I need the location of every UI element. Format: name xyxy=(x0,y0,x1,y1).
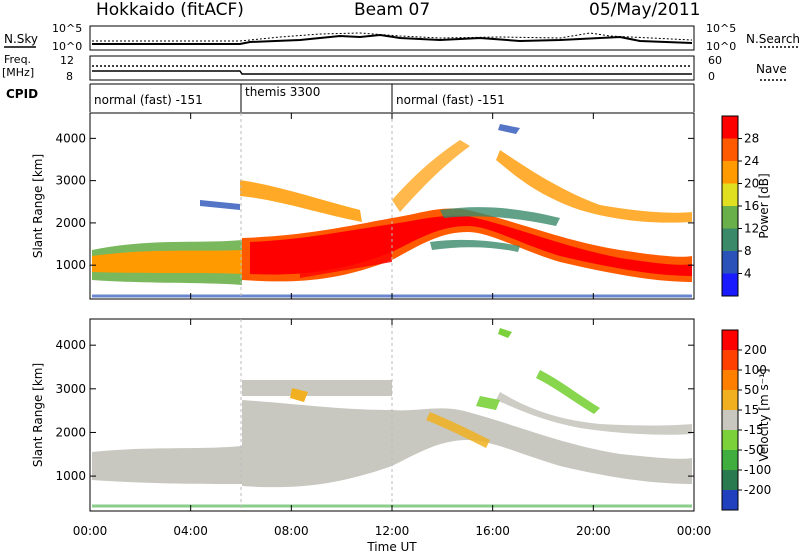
colorbar-tick-label: 20 xyxy=(744,177,759,191)
colorbar-swatch xyxy=(722,251,738,274)
colorbar-tick-label: -100 xyxy=(744,463,771,477)
cpid-segment-1: normal (fast) -151 xyxy=(94,93,203,107)
colorbar-frame xyxy=(721,329,739,511)
colorbar-swatch xyxy=(722,138,738,161)
cpid-segment-3: normal (fast) -151 xyxy=(396,93,505,107)
freq-unit: [MHz] xyxy=(2,66,34,79)
colorbar-tick-label: 50 xyxy=(744,383,759,397)
y-tick-label: 2000 xyxy=(55,216,86,230)
power-y-axis: 1000 2000 3000 4000 xyxy=(55,113,694,299)
colorbar-tick-label: 28 xyxy=(744,132,759,146)
radar-title: Hokkaido (fitACF) xyxy=(96,0,244,20)
colorbar-swatch xyxy=(722,430,738,450)
colorbar-tick-label: -50 xyxy=(744,443,764,457)
beam-title: Beam 07 xyxy=(354,0,430,20)
freq-tick-low: 8 xyxy=(66,70,73,83)
colorbar-swatch xyxy=(722,350,738,370)
colorbar-swatch xyxy=(722,390,738,410)
colorbar-swatch xyxy=(722,370,738,390)
cpid-segment-2: themis 3300 xyxy=(245,85,320,99)
x-tick-label: 12:00 xyxy=(375,524,410,538)
nsearch-label: N.Search xyxy=(746,32,800,46)
nsky-tick-low: 10^0 xyxy=(52,40,82,53)
x-tick-label: 08:00 xyxy=(274,524,309,538)
colorbar-swatch xyxy=(722,490,738,510)
y-tick-label: 4000 xyxy=(55,338,86,352)
colorbar-tick-label: 200 xyxy=(744,343,767,357)
nsearch-tick-high: 10^5 xyxy=(706,22,736,35)
colorbar-swatch xyxy=(722,206,738,229)
colorbar-tick-label: 8 xyxy=(744,244,752,258)
x-tick-label: 00:00 xyxy=(677,524,712,538)
nsearch-trace xyxy=(92,32,693,42)
velocity-panel: 1000 2000 3000 4000 Slant Range [km] xyxy=(31,318,695,512)
date-title: 05/May/2011 xyxy=(589,0,701,20)
colorbar-tick-label: 4 xyxy=(744,267,752,281)
colorbar-tick-label: -15 xyxy=(744,423,764,437)
colorbar-tick-label: 100 xyxy=(744,363,767,377)
colorbar-tick-label: 12 xyxy=(744,222,759,236)
freq-label: Freq. xyxy=(4,53,31,66)
colorbar-swatch xyxy=(722,161,738,184)
nsky-label: N.Sky xyxy=(4,32,38,46)
nsky-panel: N.Sky 10^5 10^0 10^5 10^0 N.Search xyxy=(4,22,800,53)
colorbar-tick-label: 15 xyxy=(744,403,759,417)
colorbar-tick-label: -200 xyxy=(744,483,771,497)
nave-tick-high: 60 xyxy=(708,54,722,67)
nsky-trace xyxy=(92,33,693,45)
velocity-colorbar: 200 100 50 15 -15 -50 -100 -200 xyxy=(721,329,771,511)
power-data xyxy=(92,124,692,298)
nave-tick-low: 0 xyxy=(708,70,715,83)
y-tick-label: 4000 xyxy=(55,131,86,145)
cpid-label: CPID xyxy=(6,87,38,101)
freq-tick-high: 12 xyxy=(60,54,74,67)
freq-panel: Freq. [MHz] 12 8 60 0 Nave xyxy=(2,53,787,83)
x-tick-label: 04:00 xyxy=(173,524,208,538)
colorbar-swatch xyxy=(722,116,738,139)
power-colorbar-label: Power [dB] xyxy=(757,173,771,238)
x-tick-label: 20:00 xyxy=(576,524,611,538)
colorbar-swatch xyxy=(722,183,738,206)
y-tick-label: 3000 xyxy=(55,382,86,396)
colorbar-swatch xyxy=(722,410,738,430)
x-tick-label: 00:00 xyxy=(73,524,108,538)
x-axis-label: Time UT xyxy=(366,540,417,554)
freq-trace xyxy=(92,70,692,75)
colorbar-swatch xyxy=(722,470,738,490)
colorbar-tick-label: 16 xyxy=(744,199,759,213)
colorbar-swatch xyxy=(722,330,738,350)
y-tick-label: 1000 xyxy=(55,258,86,272)
y-tick-label: 2000 xyxy=(55,425,86,439)
colorbar-swatch xyxy=(722,273,738,296)
velocity-ylabel: Slant Range [km] xyxy=(31,363,45,467)
x-axis: 00:00 04:00 08:00 12:00 16:00 20:00 00:00 xyxy=(73,113,712,538)
power-colorbar: 4 8 12 16 20 24 28 xyxy=(721,115,759,297)
colorbar-swatch xyxy=(722,228,738,251)
nsearch-tick-low: 10^0 xyxy=(706,40,736,53)
power-ylabel: Slant Range [km] xyxy=(31,154,45,258)
velocity-y-axis: 1000 2000 3000 4000 xyxy=(55,319,694,511)
velocity-colorbar-label: Velocity [m s⁻¹] xyxy=(757,368,771,461)
nave-label: Nave xyxy=(756,62,787,76)
y-tick-label: 3000 xyxy=(55,174,86,188)
colorbar-tick-label: 24 xyxy=(744,154,759,168)
cpid-row: CPID normal (fast) -151 themis 3300 norm… xyxy=(6,83,695,112)
y-tick-label: 1000 xyxy=(55,469,86,483)
power-panel: 1000 2000 3000 4000 Slant Range [km] xyxy=(31,112,695,300)
x-tick-label: 16:00 xyxy=(475,524,510,538)
nsky-tick-high: 10^5 xyxy=(52,22,82,35)
colorbar-swatch xyxy=(722,450,738,470)
